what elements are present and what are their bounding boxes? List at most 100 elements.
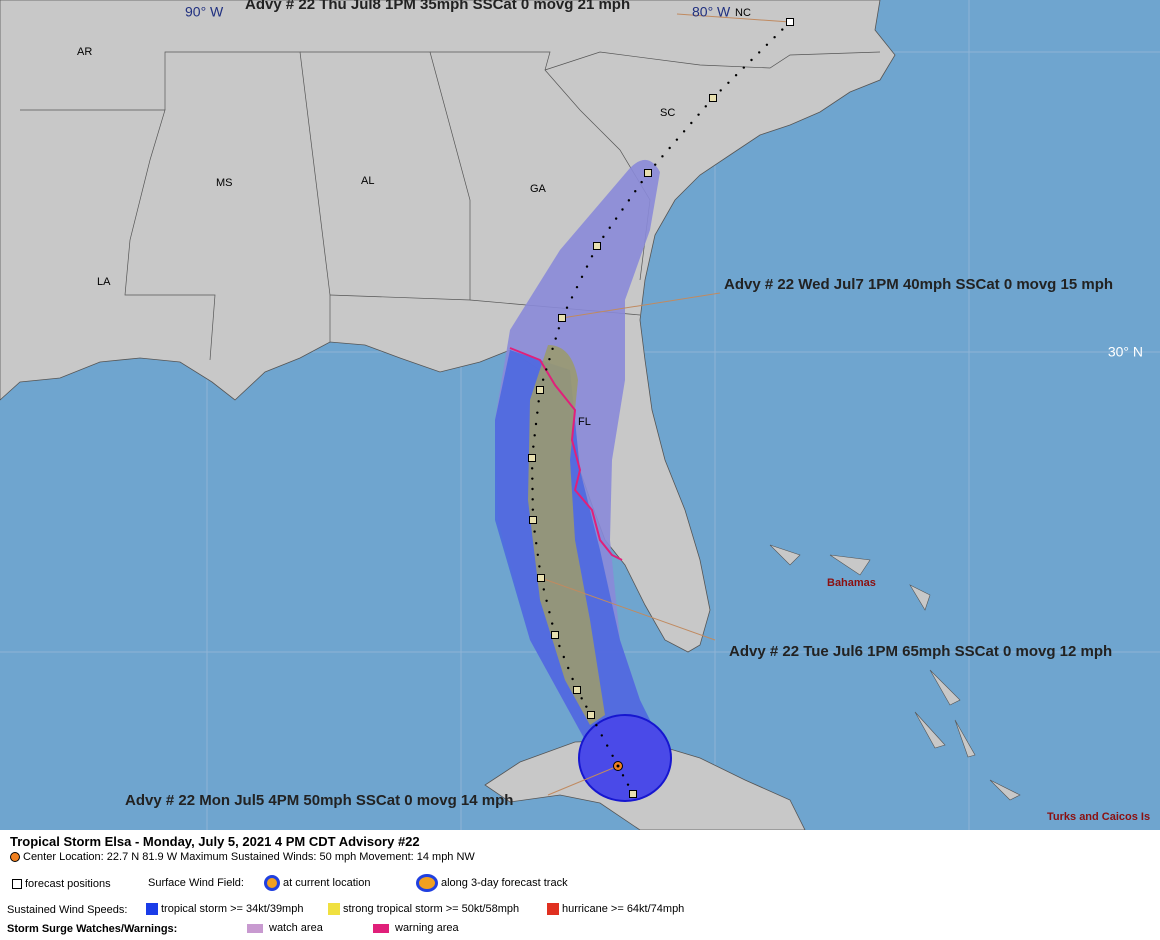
- track-dot: [640, 180, 643, 184]
- islands: [769, 544, 1021, 801]
- track-dot: [567, 666, 570, 670]
- lon-label: 90° W: [185, 4, 224, 20]
- track-dot: [545, 599, 548, 602]
- forecast-position: [529, 516, 537, 524]
- track-dot: [590, 255, 594, 258]
- track-dot: [551, 347, 554, 351]
- map: 90° W 80° W 30° N AR MS AL GA SC NC LA F…: [0, 0, 1160, 830]
- track-dot: [570, 296, 574, 299]
- advisory-label: Advy # 22 Thu Jul8 1PM 35mph SSCat 0 mov…: [245, 0, 630, 13]
- legend-title: Tropical Storm Elsa - Monday, July 5, 20…: [10, 834, 420, 849]
- track-dot: [557, 327, 561, 330]
- state-label: AL: [361, 175, 374, 187]
- track-dot: [531, 508, 535, 511]
- legend-text: along 3-day forecast track: [441, 876, 568, 889]
- legend-text: Sustained Wind Speeds:: [7, 904, 128, 916]
- track-dot: [531, 477, 534, 480]
- state-label: LA: [97, 276, 111, 288]
- current-center-dot: [616, 764, 620, 768]
- legend-info: Center Location: 22.7 N 81.9 W Maximum S…: [10, 851, 475, 863]
- track-dot: [531, 487, 534, 491]
- legend-text: Center Location: 22.7 N 81.9 W Maximum S…: [23, 851, 475, 863]
- forecast-position: [558, 314, 566, 322]
- track-dot: [542, 588, 545, 591]
- track-dot: [668, 146, 671, 150]
- track-dot: [533, 434, 536, 437]
- legend-item: along 3-day forecast track: [416, 874, 568, 892]
- track-dot: [690, 121, 693, 125]
- track-dot: [558, 644, 561, 648]
- us-land: [0, 0, 896, 653]
- forecast-position: [537, 574, 545, 582]
- track-dot: [536, 553, 539, 556]
- track-dot: [602, 235, 605, 239]
- forecast-position: [644, 169, 652, 177]
- track-dot: [595, 724, 598, 727]
- state-label: AR: [77, 46, 92, 58]
- legend-item: tropical storm >= 34kt/39mph: [146, 903, 304, 916]
- track-dot: [531, 498, 534, 501]
- leader-lines: [540, 13, 791, 796]
- legend-text: tropical storm >= 34kt/39mph: [161, 903, 304, 915]
- track-dot: [548, 357, 551, 361]
- legend-text: hurricane >= 64kt/74mph: [562, 903, 685, 915]
- track-dot: [611, 754, 614, 757]
- forecast-position: [593, 242, 601, 250]
- track-dot: [727, 81, 730, 85]
- track-dot: [626, 783, 630, 786]
- legend-text: Surface Wind Field:: [148, 877, 244, 889]
- sts-wind-swath: [528, 345, 605, 725]
- legend-text: watch area: [269, 922, 323, 934]
- state-label: GA: [530, 183, 547, 195]
- legend-item: forecast positions: [12, 878, 111, 890]
- forecast-position: [573, 686, 581, 694]
- track-dot: [575, 285, 579, 289]
- track-dot: [533, 530, 536, 533]
- surge-warning: [509, 347, 623, 561]
- legend-item: at current location: [264, 875, 370, 891]
- legend-text: forecast positions: [25, 878, 111, 890]
- legend-text: at current location: [283, 876, 371, 889]
- track-dot: [627, 199, 631, 202]
- advisory-label: Advy # 22 Tue Jul6 1PM 65mph SSCat 0 mov…: [729, 643, 1112, 660]
- track-dot: [614, 217, 618, 220]
- legend-item: hurricane >= 64kt/74mph: [547, 903, 685, 916]
- lat-label: 30° N: [1108, 344, 1143, 360]
- track-dot: [697, 113, 700, 116]
- state-label: MS: [216, 177, 233, 189]
- track-dot: [551, 622, 554, 625]
- track-dot: [545, 368, 548, 371]
- track-dot: [781, 28, 784, 31]
- track-dot: [536, 411, 539, 414]
- forecast-position: [587, 711, 595, 719]
- advisory-label: Advy # 22 Wed Jul7 1PM 40mph SSCat 0 mov…: [724, 276, 1113, 293]
- state-label: NC: [735, 7, 751, 19]
- track-dot: [535, 542, 538, 545]
- track-dot: [600, 734, 603, 737]
- track-dot: [654, 163, 657, 166]
- track-dot: [585, 705, 588, 708]
- legend-item: warning area: [373, 922, 459, 934]
- track-dot: [532, 445, 535, 448]
- track-dot: [675, 138, 679, 141]
- track-dot: [565, 306, 569, 309]
- forecast-position: [528, 454, 536, 462]
- track-dot: [682, 130, 686, 133]
- legend-text: warning area: [395, 922, 459, 934]
- track-dot: [580, 275, 584, 279]
- legend-item: watch area: [247, 922, 323, 934]
- forecast-position: [709, 94, 717, 102]
- forecast-position: [786, 18, 794, 26]
- legend: Tropical Storm Elsa - Monday, July 5, 20…: [0, 830, 1160, 940]
- track-dot: [750, 58, 753, 62]
- track-dot: [530, 467, 534, 470]
- track-dot: [719, 89, 722, 92]
- track-dot: [562, 655, 565, 659]
- current-wind-field: [578, 714, 672, 802]
- legend-item: strong tropical storm >= 50kt/58mph: [328, 903, 520, 916]
- track-dot: [742, 66, 745, 69]
- track-dot: [548, 611, 551, 614]
- place-label: Bahamas: [827, 577, 876, 589]
- legend-text: strong tropical storm >= 50kt/58mph: [343, 903, 520, 915]
